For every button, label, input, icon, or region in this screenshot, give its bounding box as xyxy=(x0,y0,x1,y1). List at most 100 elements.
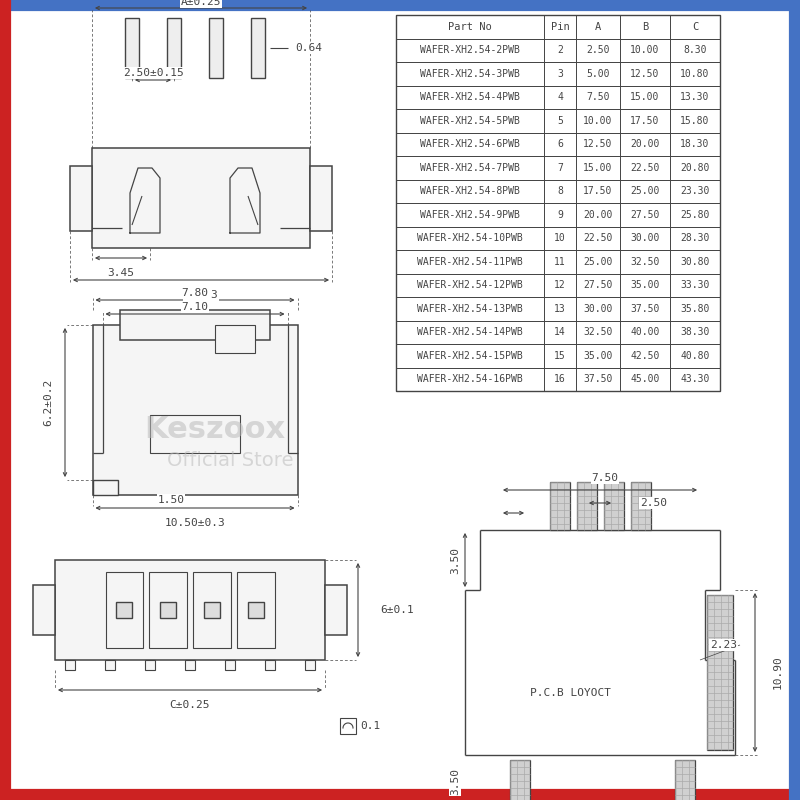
Bar xyxy=(33,585,55,635)
Text: 10: 10 xyxy=(554,234,566,243)
Bar xyxy=(215,325,255,353)
Bar xyxy=(185,660,195,670)
Text: WAFER-XH2.54-15PWB: WAFER-XH2.54-15PWB xyxy=(417,350,523,361)
Bar xyxy=(630,482,650,530)
Text: 6±0.1: 6±0.1 xyxy=(380,605,414,615)
Text: 13.30: 13.30 xyxy=(680,92,710,102)
Text: 2: 2 xyxy=(557,46,563,55)
Text: 0.1: 0.1 xyxy=(360,721,380,731)
Text: 3: 3 xyxy=(557,69,563,78)
Text: 40.80: 40.80 xyxy=(680,350,710,361)
Text: 28.30: 28.30 xyxy=(680,234,710,243)
Text: 15.00: 15.00 xyxy=(630,92,660,102)
Text: 10.00: 10.00 xyxy=(630,46,660,55)
Bar xyxy=(396,109,720,133)
Text: 11: 11 xyxy=(554,257,566,266)
Text: 37.50: 37.50 xyxy=(630,304,660,314)
Bar xyxy=(160,602,176,618)
Text: 32.50: 32.50 xyxy=(630,257,660,266)
Bar xyxy=(150,572,187,648)
Bar xyxy=(204,602,220,618)
Text: 38.30: 38.30 xyxy=(680,327,710,338)
Bar xyxy=(396,133,720,156)
Text: 6: 6 xyxy=(557,139,563,150)
Text: 10.00: 10.00 xyxy=(583,116,613,126)
Bar xyxy=(396,86,720,109)
Text: 10.90: 10.90 xyxy=(773,656,783,690)
Text: 5.00: 5.00 xyxy=(586,69,610,78)
Text: 30.80: 30.80 xyxy=(680,257,710,266)
Bar xyxy=(396,203,720,226)
Bar xyxy=(675,760,695,800)
Text: 2.23: 2.23 xyxy=(710,640,737,650)
Bar xyxy=(116,602,132,618)
Text: 2.50: 2.50 xyxy=(586,46,610,55)
Text: 2.50±0.15: 2.50±0.15 xyxy=(122,68,183,78)
Text: 25.00: 25.00 xyxy=(583,257,613,266)
Bar xyxy=(550,482,570,530)
Bar xyxy=(305,660,315,670)
Text: Part No: Part No xyxy=(448,22,492,32)
Text: 9: 9 xyxy=(557,210,563,220)
Text: 7.50: 7.50 xyxy=(591,473,618,483)
Text: 17.50: 17.50 xyxy=(630,116,660,126)
Text: 12: 12 xyxy=(554,280,566,290)
Text: WAFER-XH2.54-11PWB: WAFER-XH2.54-11PWB xyxy=(417,257,523,266)
Text: 25.00: 25.00 xyxy=(630,186,660,196)
Bar xyxy=(145,660,155,670)
Text: 30.00: 30.00 xyxy=(583,304,613,314)
Bar xyxy=(65,660,75,670)
Text: WAFER-XH2.54-13PWB: WAFER-XH2.54-13PWB xyxy=(417,304,523,314)
Bar xyxy=(93,480,118,495)
Text: P.C.B LOYOCT: P.C.B LOYOCT xyxy=(530,687,610,698)
Text: 8.30: 8.30 xyxy=(683,46,706,55)
Text: 20.00: 20.00 xyxy=(583,210,613,220)
Text: B±0.3: B±0.3 xyxy=(184,290,218,300)
Bar xyxy=(125,18,139,78)
Text: 2.50: 2.50 xyxy=(640,498,667,508)
Bar xyxy=(577,482,597,530)
Text: WAFER-XH2.54-10PWB: WAFER-XH2.54-10PWB xyxy=(417,234,523,243)
Bar xyxy=(396,38,720,62)
Text: 3.50: 3.50 xyxy=(450,546,460,574)
Text: 37.50: 37.50 xyxy=(583,374,613,384)
Text: 10.50±0.3: 10.50±0.3 xyxy=(165,518,226,528)
Text: 45.00: 45.00 xyxy=(630,374,660,384)
Text: 3.45: 3.45 xyxy=(107,268,134,278)
Bar xyxy=(396,15,720,38)
Text: 15: 15 xyxy=(554,350,566,361)
Text: 4: 4 xyxy=(557,92,563,102)
Bar xyxy=(510,760,530,800)
Text: 40.00: 40.00 xyxy=(630,327,660,338)
Text: C±0.25: C±0.25 xyxy=(170,700,210,710)
Bar xyxy=(396,179,720,203)
Text: 12.50: 12.50 xyxy=(630,69,660,78)
Bar xyxy=(396,226,720,250)
Bar xyxy=(248,602,264,618)
Bar xyxy=(150,415,240,453)
Bar xyxy=(225,660,235,670)
Text: 27.50: 27.50 xyxy=(583,280,613,290)
Bar xyxy=(120,310,270,340)
Text: 10.80: 10.80 xyxy=(680,69,710,78)
Text: 16: 16 xyxy=(554,374,566,384)
Text: 18.30: 18.30 xyxy=(680,139,710,150)
Text: 12.50: 12.50 xyxy=(583,139,613,150)
Text: 7.10: 7.10 xyxy=(182,302,209,312)
Text: Official Store: Official Store xyxy=(166,450,294,470)
Bar xyxy=(237,572,274,648)
Text: 5: 5 xyxy=(557,116,563,126)
Bar xyxy=(707,595,733,750)
Text: 27.50: 27.50 xyxy=(630,210,660,220)
Bar xyxy=(396,297,720,321)
Text: 15.00: 15.00 xyxy=(583,162,613,173)
Bar xyxy=(92,148,310,248)
Text: Pin: Pin xyxy=(550,22,570,32)
Text: 13: 13 xyxy=(554,304,566,314)
Text: B: B xyxy=(642,22,648,32)
Text: 33.30: 33.30 xyxy=(680,280,710,290)
Bar xyxy=(209,18,223,78)
Text: 7.50: 7.50 xyxy=(586,92,610,102)
Text: 23.30: 23.30 xyxy=(680,186,710,196)
Bar xyxy=(105,660,115,670)
